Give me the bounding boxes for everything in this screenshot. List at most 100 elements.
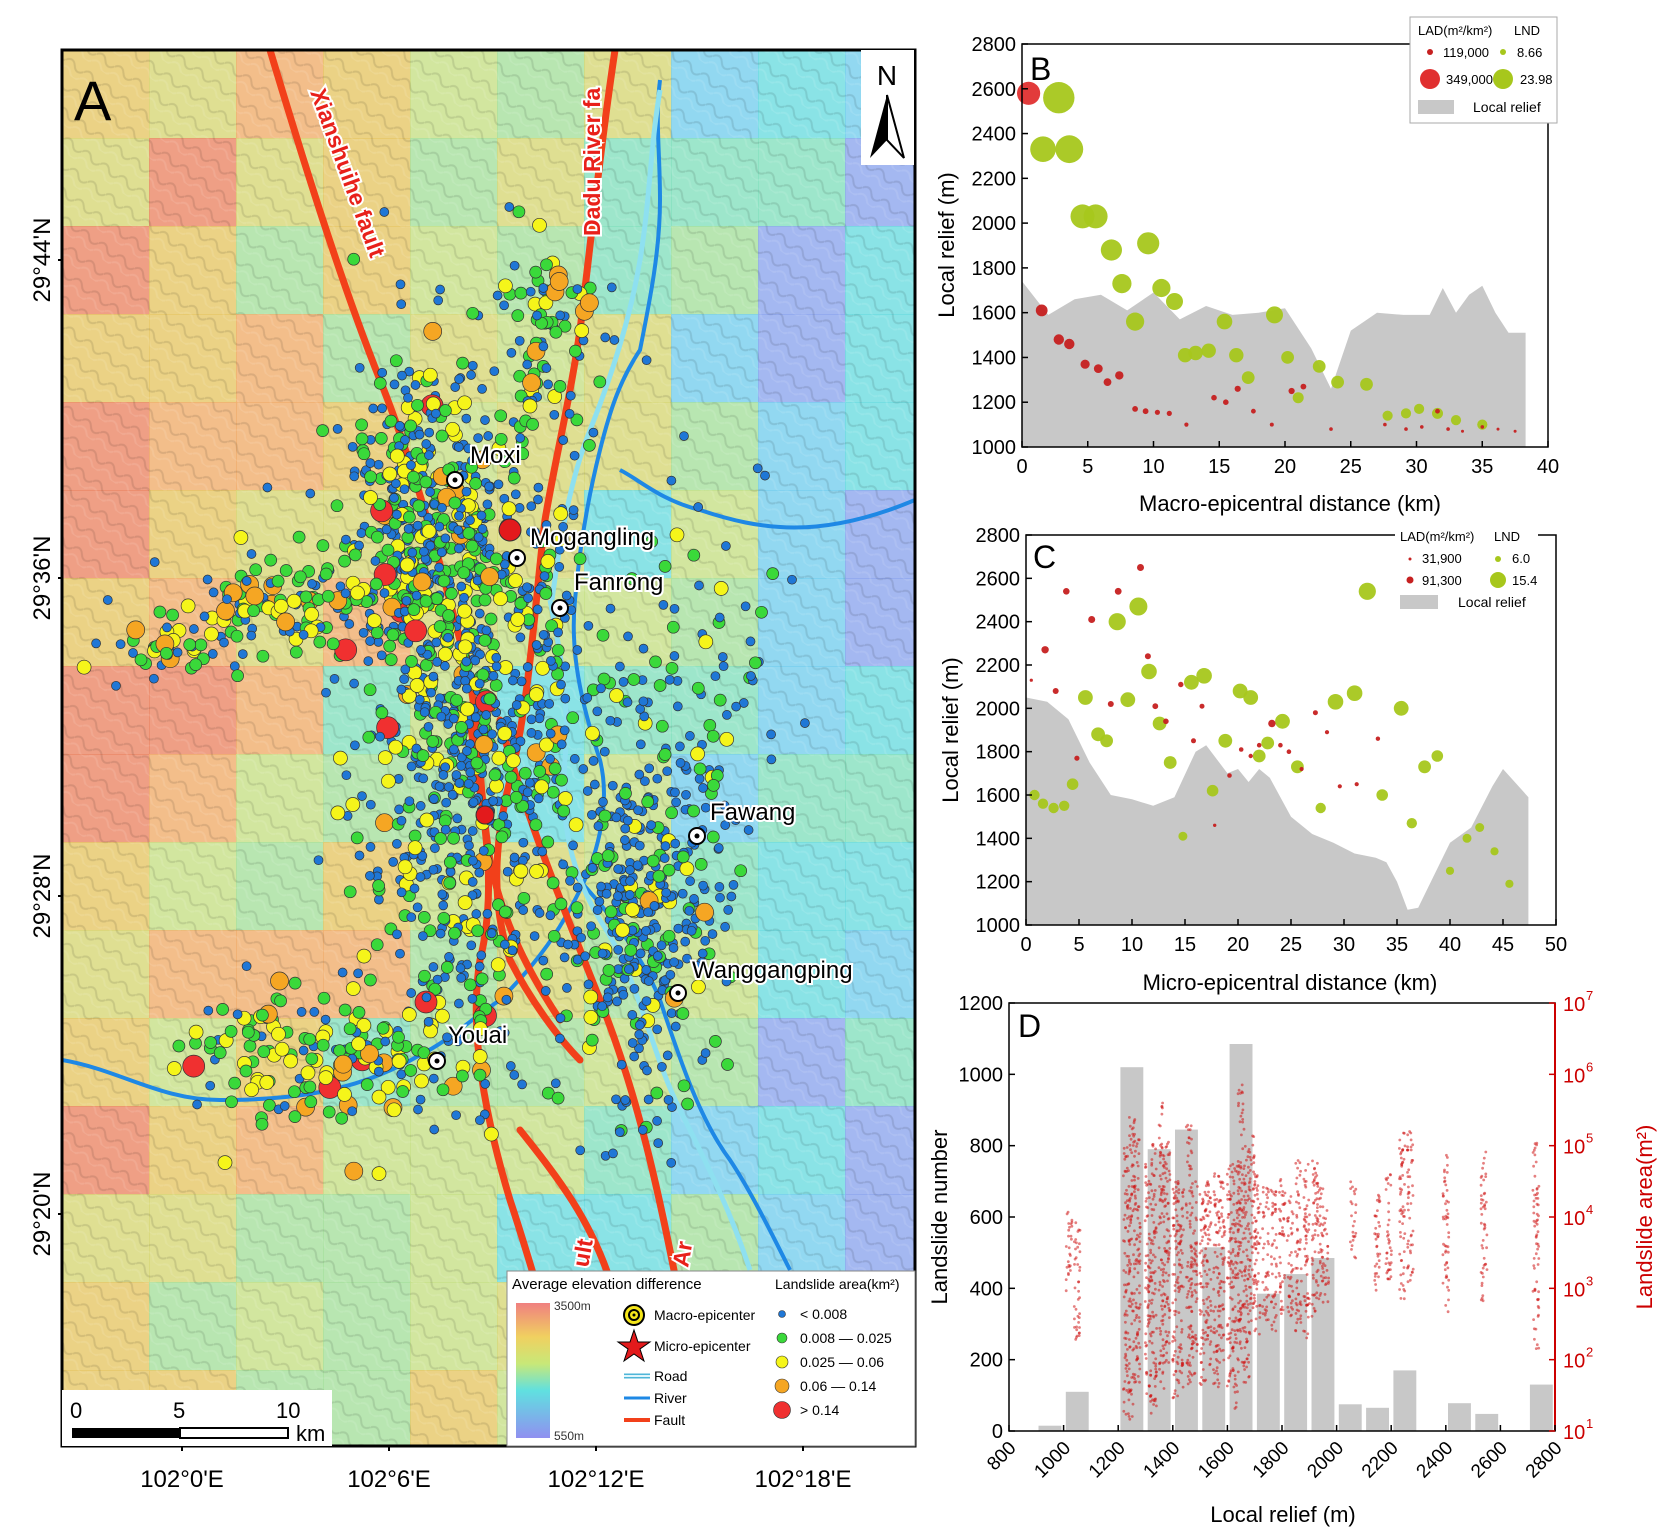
c-lnd-point [1108,613,1126,631]
d-area-point [1407,1208,1410,1212]
d-area-point [1220,1215,1224,1218]
landslide-point [545,754,555,764]
landslide-point [355,432,369,446]
landslide-point [641,355,652,366]
d-area-point [1190,1260,1193,1264]
landslide-point [658,600,669,610]
landslide-point [449,744,459,755]
d-area-point [1201,1368,1205,1371]
d-area-point [1482,1156,1486,1160]
d-area-point [1231,1319,1235,1323]
d-area-point [1124,1363,1128,1367]
d-area-point [1198,1251,1202,1255]
landslide-point [509,852,520,863]
d-area-point [1244,1330,1248,1334]
landslide-point [337,967,348,978]
d-area-point [1151,1239,1154,1243]
c-legend-lnd-small [1495,556,1501,562]
d-area-point [1078,1265,1082,1269]
d-area-point [1209,1357,1213,1361]
landslide-point [338,554,351,568]
d-area-point [1191,1182,1194,1185]
d-area-point [1218,1347,1222,1351]
landslide-point [627,1038,638,1048]
landslide-point [478,593,492,607]
c-ytick-label: 1800 [976,742,1021,764]
d-area-point [1178,1223,1181,1227]
d-area-point [1178,1242,1182,1246]
legend-road: Road [624,1368,687,1384]
d-area-point [1151,1271,1155,1274]
b-xtick-label: 35 [1471,456,1493,478]
landslide-point [465,515,475,526]
landslide-point [563,939,573,950]
d-area-point [1406,1192,1410,1196]
d-area-point [1250,1213,1254,1217]
d-area-point [1251,1306,1255,1310]
place-label-mogangling: Mogangling [530,524,654,551]
landslide-point [740,601,751,612]
d-area-point [1241,1173,1244,1176]
d-area-point [1411,1267,1415,1271]
d-area-point [1399,1231,1402,1234]
d-area-point [1242,1127,1246,1131]
d-area-point [1123,1336,1127,1340]
d-area-point [1127,1272,1131,1276]
landslide-point [685,876,695,886]
landslide-point [638,643,649,654]
d-area-point [1218,1198,1222,1202]
landslide-point [347,252,361,266]
d-area-point [1221,1260,1225,1264]
d-area-point [1255,1175,1259,1179]
d-area-point [1230,1297,1234,1301]
landslide-point [498,905,512,919]
c-xtick-label: 30 [1333,934,1355,956]
landslide-point [720,820,731,830]
landslide-point [412,499,426,513]
landslide-point [403,523,414,534]
d-area-point [1399,1208,1403,1211]
landslide-point [499,559,510,570]
landslide-point [686,925,697,936]
b-lad-point [1480,425,1485,429]
d-area-point [1271,1226,1274,1230]
landslide-point [395,948,405,959]
d-area-point [1067,1272,1070,1275]
landslide-point [474,608,485,619]
landslide-point [666,1008,677,1019]
d-area-point [1133,1229,1136,1233]
d-area-point [1144,1162,1147,1166]
d-area-point [1247,1240,1250,1243]
landslide-point [509,260,520,271]
d-area-point [1442,1242,1445,1246]
landslide-point [572,645,583,655]
landslide-point [370,556,381,566]
d-area-point [1286,1275,1290,1279]
d-area-point [1303,1263,1307,1267]
d-area-point [1181,1195,1185,1198]
d-area-point [1253,1172,1256,1176]
d-area-point [1304,1309,1308,1313]
landslide-point [719,731,735,747]
d-area-point [1188,1189,1192,1193]
d-y2tick-label: 10 [1563,1422,1585,1444]
d-area-point [1280,1312,1283,1315]
d-area-point [1312,1307,1316,1310]
d-area-point [1171,1340,1174,1343]
landslide-point [333,1054,353,1074]
d-area-point [1138,1252,1142,1256]
landslide-point [380,1079,396,1095]
d-area-point [1400,1259,1403,1262]
landslide-point [257,1045,271,1058]
landslide-point [481,710,492,720]
d-area-point [1159,1329,1163,1333]
landslide-point [406,761,417,772]
d-area-point [1161,1153,1165,1157]
d-area-point [1407,1168,1411,1172]
legend-macro-label: Macro-epicenter [654,1307,755,1323]
d-area-point [1164,1249,1168,1253]
landslide-point [669,957,679,968]
d-area-point [1274,1290,1278,1294]
landslide-point [401,688,417,704]
d-area-point [1166,1303,1170,1306]
